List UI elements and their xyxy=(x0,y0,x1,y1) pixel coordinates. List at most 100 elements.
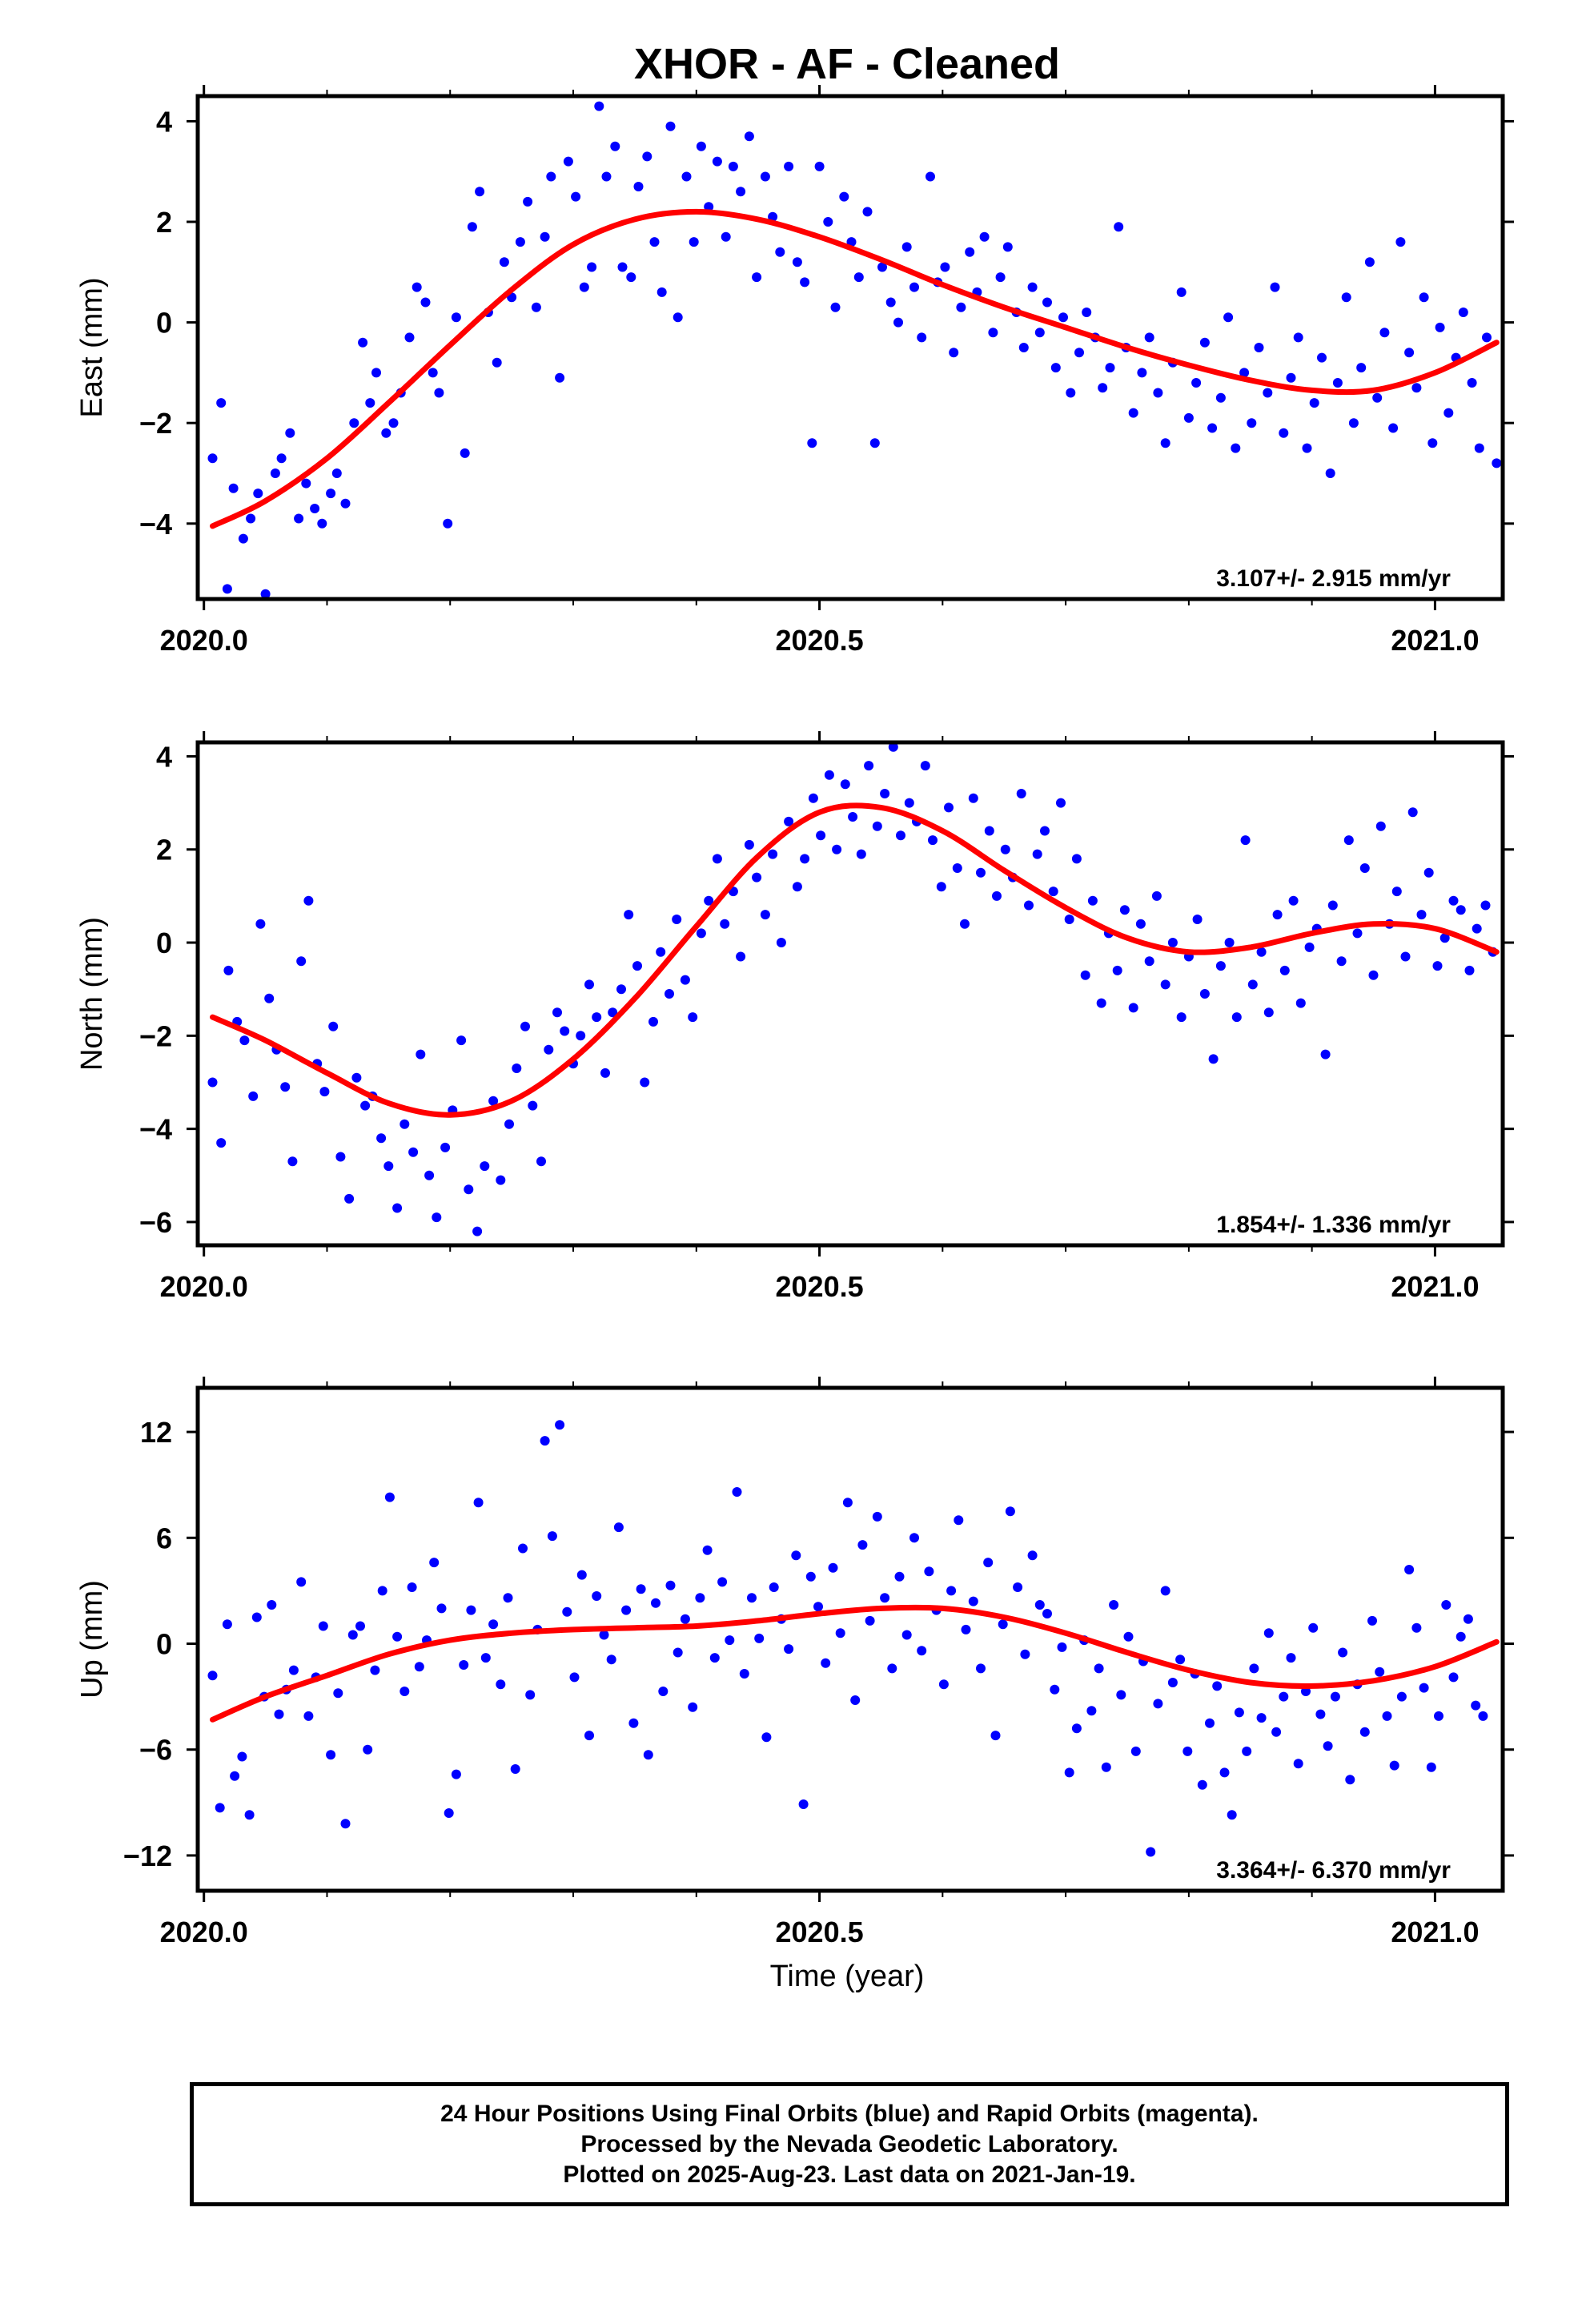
east-data-point xyxy=(1002,242,1013,252)
up-data-point xyxy=(998,1619,1008,1630)
east-data-point xyxy=(736,187,746,197)
up-data-point xyxy=(333,1688,343,1699)
up-data-point xyxy=(584,1731,594,1741)
up-data-point xyxy=(924,1566,934,1577)
up-data-point xyxy=(880,1593,890,1603)
east-data-point xyxy=(792,257,802,267)
up-x-tick-label: 2020.5 xyxy=(776,1916,864,1948)
up-data-point xyxy=(1205,1718,1215,1728)
north-data-point xyxy=(848,812,858,822)
up-y-tick-label: 6 xyxy=(156,1522,172,1554)
north-data-point xyxy=(632,961,642,971)
north-data-point xyxy=(248,1091,259,1101)
up-data-point xyxy=(1057,1642,1067,1652)
east-data-point xyxy=(270,468,280,478)
east-data-point xyxy=(617,262,628,272)
up-data-point xyxy=(842,1498,853,1508)
north-data-point xyxy=(1071,854,1082,864)
east-data-point xyxy=(1341,292,1351,303)
east-data-point xyxy=(649,237,660,247)
east-data-point xyxy=(216,398,227,408)
east-data-point xyxy=(704,202,714,212)
up-data-point xyxy=(355,1621,365,1631)
east-data-point xyxy=(656,287,667,297)
east-data-point xyxy=(760,171,770,182)
up-data-point xyxy=(1101,1762,1111,1772)
up-data-point xyxy=(1116,1690,1126,1700)
north-data-point xyxy=(520,1021,530,1031)
up-data-point xyxy=(835,1628,845,1638)
east-data-point xyxy=(610,141,620,151)
up-data-point xyxy=(569,1672,580,1683)
up-data-point xyxy=(1441,1600,1452,1610)
north-data-point xyxy=(1407,807,1418,818)
north-data-point xyxy=(512,1063,522,1073)
up-data-point xyxy=(547,1531,557,1542)
east-plot-frame xyxy=(195,94,1505,601)
north-data-point xyxy=(1000,844,1010,854)
north-data-point xyxy=(760,910,770,920)
east-data-point xyxy=(1302,443,1312,453)
east-data-point xyxy=(434,388,444,398)
north-data-point xyxy=(960,919,970,929)
up-data-point xyxy=(813,1602,823,1612)
east-data-point xyxy=(587,262,597,272)
east-x-tick-label: 2021.0 xyxy=(1391,624,1479,657)
east-data-point xyxy=(956,302,966,312)
up-rate-label: 3.364+/- 6.370 mm/yr xyxy=(1216,1857,1451,1884)
north-data-point xyxy=(1247,979,1258,990)
east-data-point xyxy=(1105,363,1115,373)
east-data-point xyxy=(940,262,950,272)
east-data-point xyxy=(1482,332,1492,343)
east-data-point xyxy=(1137,368,1147,378)
north-data-point xyxy=(1432,961,1443,971)
up-data-point xyxy=(901,1630,912,1640)
east-data-point xyxy=(531,302,541,312)
east-y-axis-label: East (mm) xyxy=(75,277,109,417)
north-data-point xyxy=(1279,965,1290,975)
north-data-point xyxy=(976,867,986,878)
north-data-point xyxy=(287,1156,298,1167)
up-data-point xyxy=(555,1420,565,1430)
footer-line-2: Processed by the Nevada Geodetic Laborat… xyxy=(580,2131,1118,2157)
up-data-point xyxy=(576,1570,587,1580)
north-plot-frame xyxy=(195,740,1505,1248)
east-data-point xyxy=(877,262,887,272)
up-data-point xyxy=(1182,1746,1193,1756)
north-data-point xyxy=(856,849,866,859)
east-data-point xyxy=(460,448,470,458)
east-data-point xyxy=(294,513,304,524)
east-data-point xyxy=(1325,468,1335,478)
north-data-point xyxy=(1024,900,1034,911)
up-data-point xyxy=(1396,1691,1407,1702)
east-data-point xyxy=(467,222,477,232)
east-data-point xyxy=(1427,438,1438,448)
up-data-point xyxy=(850,1695,861,1705)
north-data-point xyxy=(376,1133,387,1144)
east-data-point xyxy=(1239,368,1250,378)
up-y-tick-label: 0 xyxy=(156,1628,172,1661)
east-data-point xyxy=(1293,332,1303,343)
up-data-point xyxy=(636,1584,646,1594)
north-data-point xyxy=(416,1049,426,1059)
up-data-point xyxy=(510,1764,520,1774)
east-data-point xyxy=(665,121,676,131)
east-data-point xyxy=(601,171,612,182)
up-data-point xyxy=(207,1671,218,1681)
east-data-point xyxy=(1467,378,1477,388)
north-y-tick-label: 4 xyxy=(156,740,172,773)
up-data-point xyxy=(1109,1600,1119,1610)
east-data-point xyxy=(1176,287,1186,297)
east-data-point xyxy=(642,151,652,162)
up-data-point xyxy=(1042,1609,1052,1618)
east-data-point xyxy=(371,368,381,378)
north-data-point xyxy=(840,779,850,790)
up-data-point xyxy=(1153,1699,1163,1709)
up-data-point xyxy=(518,1543,528,1554)
up-data-point xyxy=(1242,1746,1252,1756)
up-data-point xyxy=(1330,1691,1340,1702)
north-data-point xyxy=(1167,938,1178,947)
east-data-point xyxy=(1114,222,1124,232)
up-data-point xyxy=(480,1653,491,1663)
north-data-point xyxy=(1144,956,1154,967)
